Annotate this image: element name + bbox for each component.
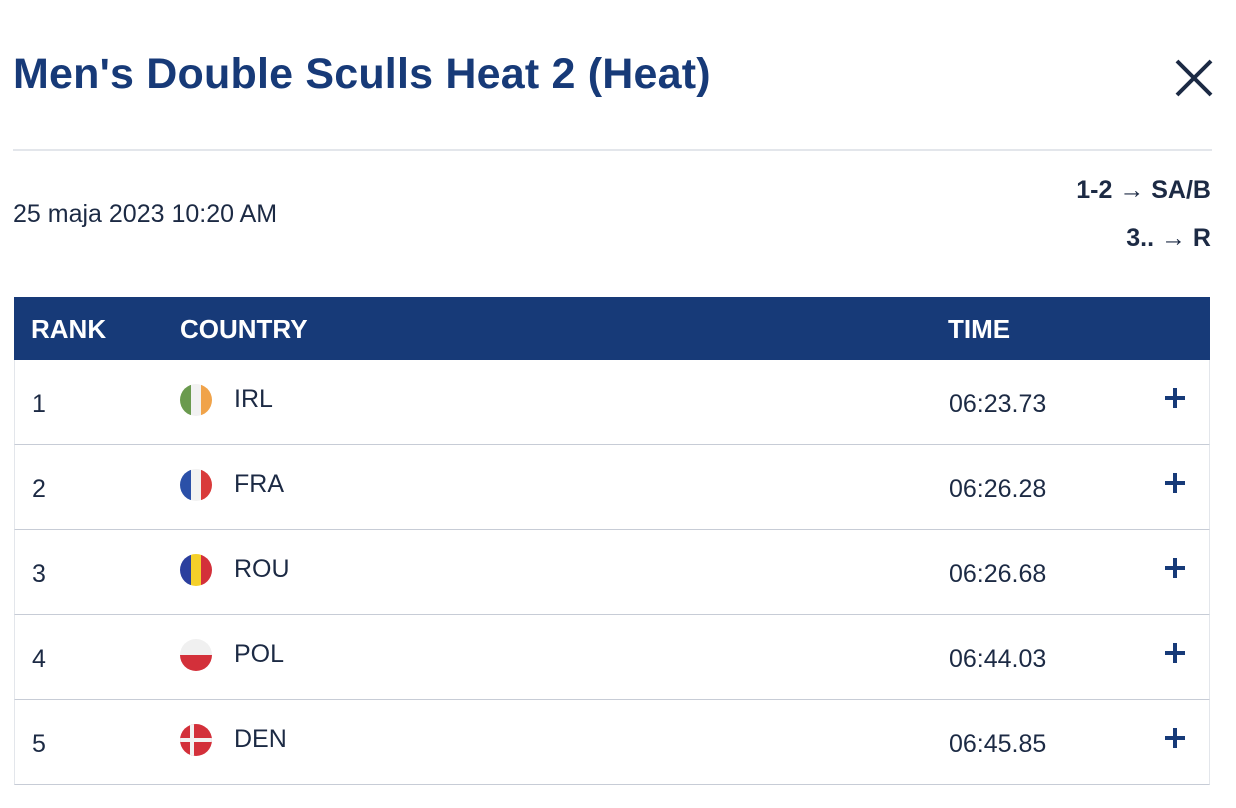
- expand-button[interactable]: [1163, 556, 1187, 580]
- time: 06:45.85: [949, 730, 1047, 758]
- rank: 5: [32, 730, 46, 758]
- rank: 1: [32, 390, 46, 418]
- time: 06:23.73: [949, 390, 1047, 418]
- expand-button[interactable]: [1163, 726, 1187, 750]
- flag-icon: [180, 724, 212, 756]
- column-header: COUNTRY: [180, 314, 308, 344]
- progression: 1-2 → SA/B: [1076, 176, 1211, 204]
- expand-button[interactable]: [1163, 471, 1187, 495]
- table-row: 4 POL 06:44.03: [14, 615, 1210, 700]
- rank: 3: [32, 560, 46, 588]
- divider: [13, 149, 1212, 151]
- time: 06:44.03: [949, 645, 1047, 673]
- flag-icon: [180, 554, 212, 586]
- table-row: 5 DEN 06:45.85: [14, 700, 1210, 785]
- column-header: RANK: [31, 314, 107, 344]
- country: FRA: [234, 470, 284, 498]
- flag-icon: [180, 639, 212, 671]
- time: 06:26.68: [949, 560, 1047, 588]
- table-row: 1 IRL 06:23.73: [14, 360, 1210, 445]
- close-button[interactable]: [1172, 56, 1216, 100]
- country: ROU: [234, 555, 290, 583]
- flag-icon: [180, 469, 212, 501]
- country: IRL: [234, 385, 273, 413]
- flag-icon: [180, 384, 212, 416]
- table-row: 2 FRA 06:26.28: [14, 445, 1210, 530]
- expand-button[interactable]: [1163, 386, 1187, 410]
- progression: 3.. → R: [1126, 224, 1211, 252]
- table-row: 3 ROU 06:26.68: [14, 530, 1210, 615]
- country: POL: [234, 640, 285, 668]
- expand-button[interactable]: [1163, 641, 1187, 665]
- rank: 4: [32, 645, 46, 673]
- country: DEN: [234, 725, 287, 753]
- rank: 2: [32, 475, 46, 503]
- time: 06:26.28: [949, 475, 1047, 503]
- title: Men's Double Sculls Heat 2 (Heat): [13, 50, 711, 98]
- date: 25 maja 2023 10:20 AM: [13, 200, 278, 228]
- column-header: TIME: [948, 314, 1011, 344]
- table-header: RANK COUNTRY TIME: [14, 297, 1210, 360]
- results-table: RANK COUNTRY TIME 1 IRL 06:23.73 2 FRA 0…: [14, 297, 1210, 785]
